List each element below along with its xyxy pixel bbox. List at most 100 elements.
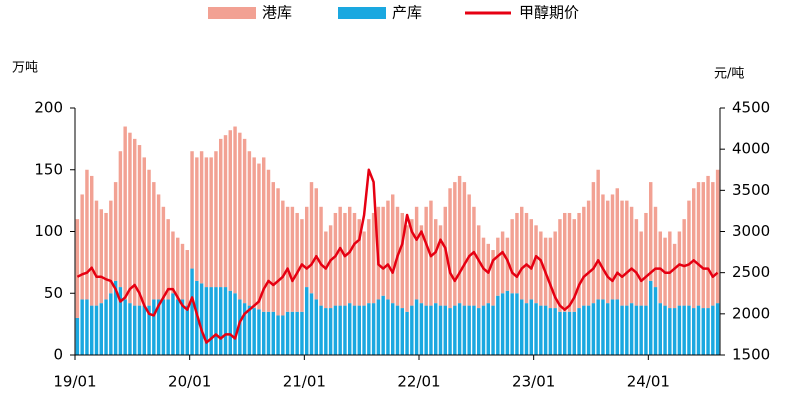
bar bbox=[118, 287, 123, 355]
bar bbox=[180, 299, 185, 355]
bar bbox=[672, 243, 677, 309]
bar bbox=[639, 305, 643, 355]
bar bbox=[438, 225, 443, 306]
bar bbox=[247, 305, 252, 355]
bar bbox=[410, 305, 414, 355]
bar bbox=[85, 169, 89, 300]
bar bbox=[233, 293, 237, 355]
bar bbox=[328, 308, 333, 355]
bar bbox=[649, 182, 653, 281]
y-tick-label: 150 bbox=[34, 160, 63, 178]
bar bbox=[343, 305, 347, 355]
bar bbox=[386, 200, 390, 300]
bar bbox=[94, 200, 99, 306]
bar bbox=[400, 212, 404, 309]
bar bbox=[606, 200, 610, 304]
bar bbox=[529, 219, 533, 300]
bar bbox=[281, 315, 285, 355]
bar bbox=[94, 305, 99, 355]
bar bbox=[534, 303, 538, 355]
bar bbox=[462, 305, 467, 355]
bar bbox=[391, 194, 395, 304]
bar bbox=[711, 305, 715, 355]
bar bbox=[133, 305, 137, 355]
bar bbox=[133, 138, 137, 306]
bar bbox=[625, 305, 629, 355]
bar bbox=[663, 305, 667, 355]
bar bbox=[682, 219, 686, 306]
bar bbox=[414, 299, 419, 355]
bar bbox=[319, 206, 323, 306]
bar bbox=[128, 303, 132, 355]
bar bbox=[462, 182, 467, 306]
bar bbox=[706, 175, 710, 309]
bar bbox=[677, 305, 682, 355]
bar bbox=[491, 250, 495, 306]
bar bbox=[209, 287, 213, 355]
bar bbox=[715, 303, 720, 355]
bar bbox=[123, 126, 127, 300]
bar bbox=[543, 305, 548, 355]
bar bbox=[481, 237, 486, 306]
bar bbox=[233, 126, 237, 294]
bar bbox=[496, 295, 500, 355]
bar bbox=[400, 308, 404, 355]
bar bbox=[539, 305, 543, 355]
bar bbox=[477, 308, 481, 355]
bar bbox=[99, 209, 103, 304]
y2-tick-label: 4500 bbox=[732, 99, 770, 117]
bar bbox=[362, 305, 366, 355]
bar bbox=[701, 308, 705, 355]
bar bbox=[142, 305, 146, 355]
bar bbox=[257, 163, 261, 310]
x-tick-label: 21/01 bbox=[283, 373, 326, 391]
bar bbox=[171, 293, 175, 355]
bar bbox=[123, 299, 127, 355]
bar bbox=[343, 212, 347, 306]
bar bbox=[658, 231, 662, 304]
bar bbox=[362, 231, 366, 306]
bar bbox=[276, 188, 280, 316]
bar bbox=[395, 305, 400, 355]
bar bbox=[314, 299, 318, 355]
bar bbox=[620, 200, 624, 306]
bar bbox=[238, 299, 242, 355]
bar bbox=[620, 305, 624, 355]
bar bbox=[104, 299, 108, 355]
bar bbox=[520, 206, 524, 300]
x-tick-label: 20/01 bbox=[168, 373, 211, 391]
bar bbox=[510, 293, 514, 355]
bar bbox=[266, 169, 271, 312]
y2-unit: 元/吨 bbox=[714, 67, 744, 82]
bar bbox=[596, 169, 600, 300]
bar bbox=[199, 151, 204, 284]
bar bbox=[548, 308, 553, 355]
bar bbox=[629, 303, 634, 355]
bar bbox=[601, 194, 605, 300]
bar bbox=[515, 212, 519, 294]
bar bbox=[352, 305, 357, 355]
bar bbox=[391, 303, 395, 355]
bar bbox=[376, 299, 381, 355]
bar bbox=[338, 206, 342, 306]
bar bbox=[434, 219, 438, 304]
bar bbox=[305, 206, 309, 288]
bar bbox=[357, 305, 361, 355]
bar bbox=[147, 169, 151, 306]
bar bbox=[252, 157, 256, 309]
bar bbox=[185, 305, 189, 355]
bar bbox=[438, 305, 443, 355]
bar bbox=[582, 206, 586, 306]
bar bbox=[520, 299, 524, 355]
bar bbox=[271, 182, 275, 312]
bar bbox=[381, 206, 385, 296]
bar bbox=[429, 305, 433, 355]
bar bbox=[448, 308, 452, 355]
bar bbox=[567, 212, 572, 312]
bar bbox=[176, 299, 180, 355]
bar bbox=[309, 182, 314, 294]
bar bbox=[109, 293, 113, 355]
bar bbox=[572, 219, 576, 312]
bar bbox=[472, 206, 476, 306]
